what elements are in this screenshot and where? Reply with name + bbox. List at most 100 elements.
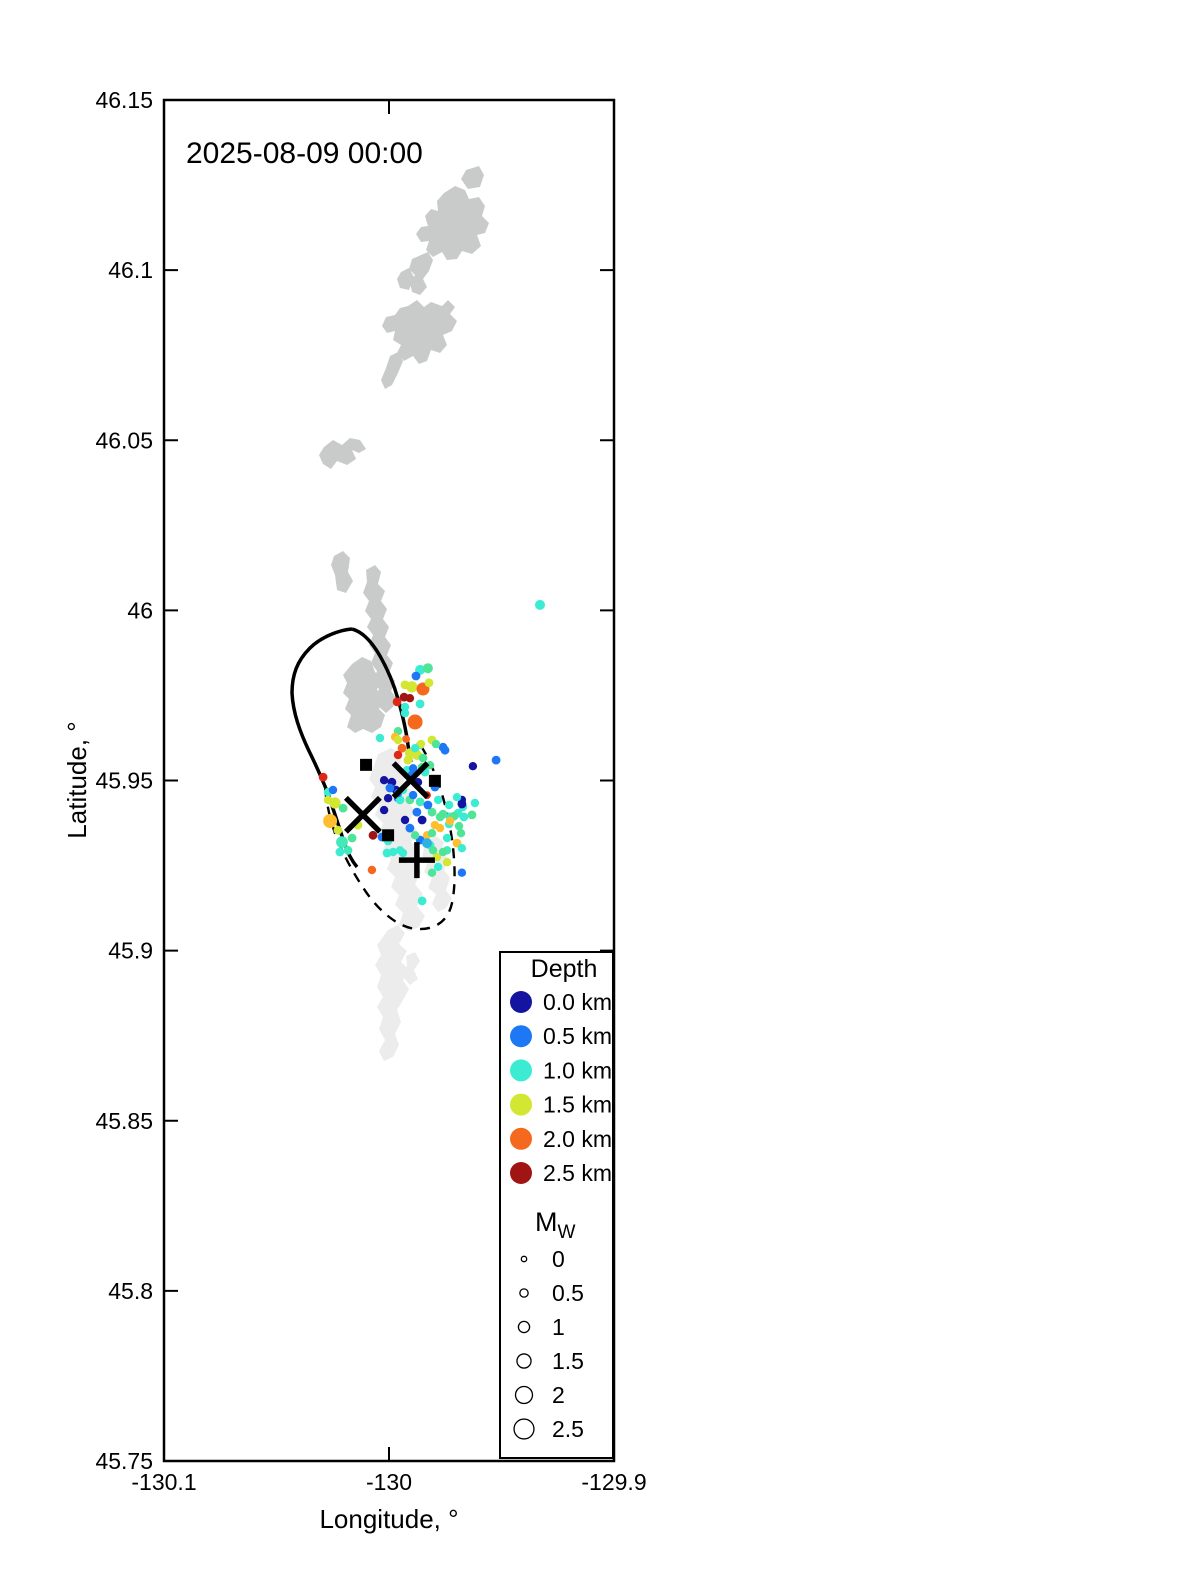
earthquake-dot <box>424 678 434 688</box>
earthquake-dot <box>405 823 415 833</box>
earthquake-dot <box>422 838 432 849</box>
earthquake-dot <box>405 694 415 703</box>
x-tick-label: -130.1 <box>131 1469 196 1495</box>
earthquake-dot <box>397 743 407 753</box>
earthquake-dot <box>418 753 428 763</box>
legend-mw-swatch <box>513 1418 535 1440</box>
earthquake-dot <box>333 825 343 835</box>
lava-flow-shape <box>331 551 353 593</box>
earthquake-dot <box>411 671 421 681</box>
earthquake-dot <box>415 797 425 807</box>
legend-mw-swatch <box>520 1255 528 1263</box>
earthquake-dot <box>385 783 395 793</box>
earthquake-dot <box>336 836 348 848</box>
earthquake-dot <box>425 761 435 770</box>
earthquake-dot <box>468 762 478 771</box>
earthquake-dot <box>427 807 437 817</box>
earthquake-dot <box>318 772 328 782</box>
earthquake-dot <box>415 699 425 709</box>
y-tick-label: 45.8 <box>108 1278 153 1304</box>
y-tick-label: 46.1 <box>108 257 153 283</box>
earthquake-dot <box>438 847 448 857</box>
earthquake-dot <box>393 735 403 745</box>
lava-flow-shape <box>381 352 403 389</box>
y-tick-label: 45.95 <box>95 768 153 794</box>
earthquake-dot <box>335 847 345 857</box>
earthquake-dot <box>456 829 466 838</box>
legend-mw-label: 2 <box>552 1382 565 1408</box>
earthquake-dot <box>417 896 427 906</box>
y-tick-label: 45.75 <box>95 1448 153 1474</box>
legend-depth-rows: 0.0 km 0.5 km 1.0 km 1.5 km 2.0 km 2.5 km <box>510 989 612 1186</box>
earthquake-dot <box>400 815 410 825</box>
earthquake-dot <box>457 799 467 809</box>
y-tick-label: 45.9 <box>108 938 153 964</box>
earthquake-dot <box>433 862 443 872</box>
earthquake-dot <box>427 829 437 838</box>
legend-depth-swatch <box>510 1093 532 1116</box>
lava-flow-shape <box>343 657 385 733</box>
plus-marker <box>398 842 435 879</box>
y-tick-label: 46.05 <box>95 427 153 453</box>
earthquake-dot <box>398 848 408 858</box>
legend-mw-label: 1 <box>552 1314 565 1340</box>
earthquake-dot <box>379 805 389 815</box>
lava-flow-shape <box>409 252 433 295</box>
legend-depth-swatch <box>510 1127 532 1150</box>
earthquake-dot <box>438 809 448 819</box>
earthquake-dot <box>402 735 410 743</box>
x-axis-label: Longitude, ° <box>319 1504 458 1534</box>
lava-flow-shape <box>382 300 457 364</box>
earthquake-dot <box>442 833 452 843</box>
lava-flow-shape <box>461 166 484 189</box>
earthquake-dot <box>375 733 385 743</box>
earthquake-dot <box>406 681 418 693</box>
earthquake-dot <box>410 831 420 840</box>
legend-depth-swatch <box>510 1059 532 1082</box>
legend-depth-label: 0.0 km <box>543 989 612 1015</box>
y-tick-label: 45.85 <box>95 1108 153 1134</box>
earthquake-dot <box>457 844 467 853</box>
square-marker <box>428 774 441 787</box>
square-marker <box>382 829 395 842</box>
x-marker <box>391 761 430 800</box>
x-marker <box>343 795 382 834</box>
earthquake-dot <box>467 810 477 820</box>
earthquake-dot <box>368 830 378 840</box>
date-annotation: 2025-08-09 00:00 <box>186 137 423 170</box>
lava-flow-shape <box>397 268 414 290</box>
earthquake-dot <box>454 821 464 831</box>
lava-flow-light-shape <box>375 925 409 1061</box>
earthquake-dot <box>433 795 443 805</box>
earthquake-dot <box>323 814 338 828</box>
earthquake-dot <box>470 798 480 808</box>
legend-depth-label: 1.0 km <box>543 1057 612 1083</box>
earthquake-dot <box>440 745 450 755</box>
earthquake-dot <box>338 803 348 813</box>
earthquake-dot <box>408 764 418 773</box>
legend-mw-swatch <box>516 1353 532 1369</box>
earthquake-dot <box>400 708 410 718</box>
earthquake-dot <box>428 846 438 855</box>
earthquake-dot <box>452 793 462 802</box>
x-tick-label: -130 <box>366 1469 412 1495</box>
lava-flow-light-shape <box>403 952 420 985</box>
axis-ticks: 46.1546.146.054645.9545.945.8545.845.75-… <box>95 87 646 1495</box>
earthquake-dot <box>410 744 420 753</box>
lava-flow-shape <box>416 186 489 260</box>
y-tick-label: 46.15 <box>95 87 153 113</box>
earthquake-dot <box>343 845 353 855</box>
legend-mw-title: MW <box>535 1207 576 1243</box>
earthquake-dot <box>383 794 393 803</box>
earthquake-dot <box>491 755 501 765</box>
earthquake-dot <box>400 702 410 712</box>
lava-flow-light-shape <box>369 748 425 931</box>
earthquake-dot <box>347 833 357 843</box>
y-axis-label: Latitude, ° <box>62 721 92 838</box>
earthquake-dot-layer <box>318 599 545 906</box>
earthquake-dot <box>445 816 455 826</box>
earthquake-dot <box>442 858 452 867</box>
lava-flow-light-shape <box>422 836 452 912</box>
